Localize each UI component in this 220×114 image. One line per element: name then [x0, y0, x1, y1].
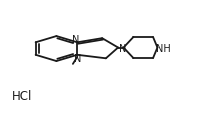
Text: N: N: [72, 35, 80, 45]
Text: HCl: HCl: [12, 89, 33, 102]
Text: NH: NH: [156, 43, 170, 53]
Text: N: N: [74, 54, 81, 64]
Text: N: N: [119, 43, 126, 53]
